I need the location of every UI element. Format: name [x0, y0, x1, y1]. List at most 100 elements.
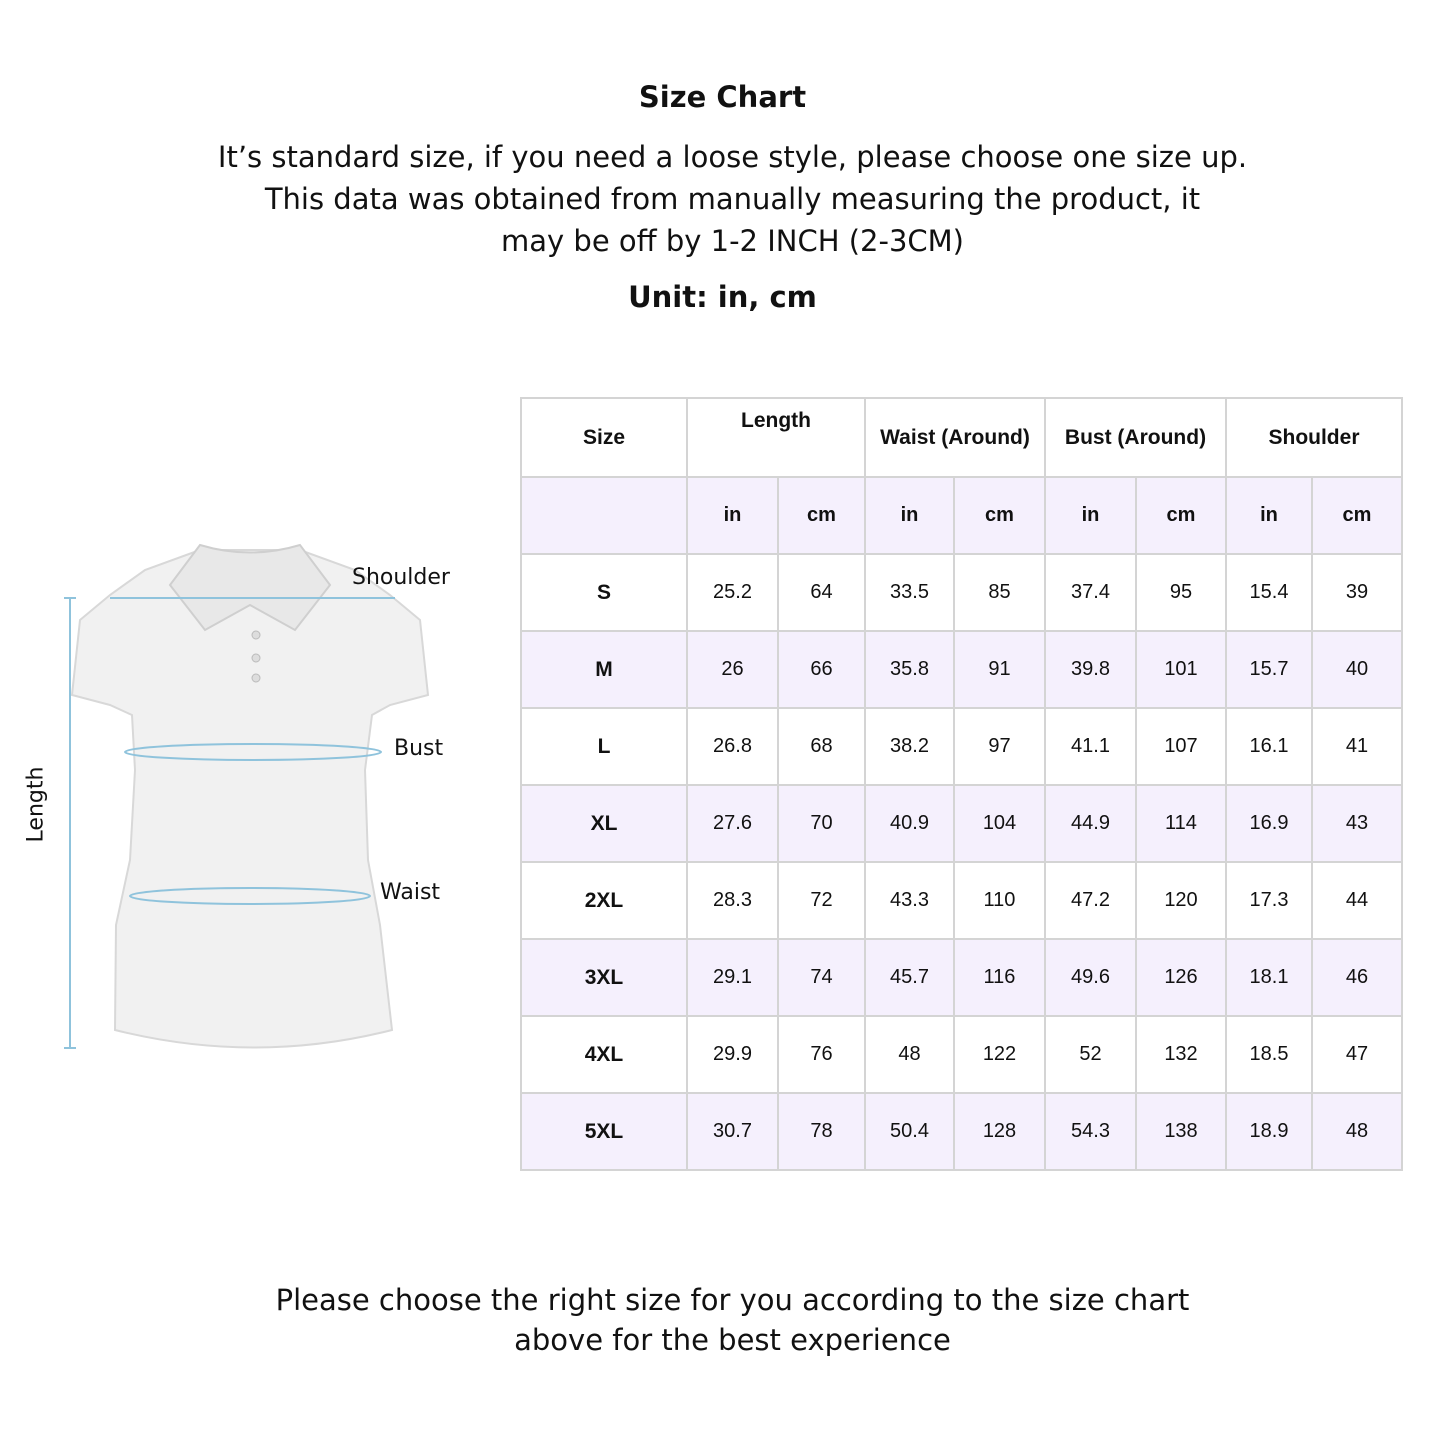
value-cell: 122 [953, 1015, 1046, 1094]
size-cell: 2XL [520, 861, 688, 940]
value-cell: 41.1 [1044, 707, 1137, 786]
value-cell: 70 [777, 784, 866, 863]
value-cell: 26.8 [686, 707, 779, 786]
footer-note: Please choose the right size for you acc… [240, 1280, 1225, 1360]
value-cell: 41 [1311, 707, 1403, 786]
value-cell: 45.7 [864, 938, 955, 1017]
page-title: Size Chart [638, 80, 807, 114]
value-cell: 104 [953, 784, 1046, 863]
unit-cell: cm [953, 476, 1046, 555]
polo-shirt-diagram [64, 543, 430, 1049]
footer-line: Please choose the right size for you acc… [275, 1283, 1190, 1317]
unit-label: Unit: in, cm [628, 280, 817, 314]
value-cell: 47.2 [1044, 861, 1137, 940]
unit-cell: in [1044, 476, 1137, 555]
value-cell: 91 [953, 630, 1046, 709]
value-cell: 64 [777, 553, 866, 632]
size-cell: L [520, 707, 688, 786]
value-cell: 30.7 [686, 1092, 779, 1171]
value-cell: 44.9 [1044, 784, 1137, 863]
header-bust: Bust (Around) [1044, 397, 1227, 478]
value-cell: 27.6 [686, 784, 779, 863]
value-cell: 40 [1311, 630, 1403, 709]
value-cell: 33.5 [864, 553, 955, 632]
value-cell: 35.8 [864, 630, 955, 709]
value-cell: 28.3 [686, 861, 779, 940]
shoulder-label: Shoulder [352, 565, 450, 590]
table-row: M 26 66 35.8 91 39.8 101 15.7 40 [520, 630, 1403, 709]
value-cell: 15.4 [1225, 553, 1313, 632]
description: It’s standard size, if you need a loose … [190, 136, 1275, 262]
shirt-collar [168, 543, 332, 632]
value-cell: 54.3 [1044, 1092, 1137, 1171]
value-cell: 15.7 [1225, 630, 1313, 709]
header-waist: Waist (Around) [864, 397, 1046, 478]
value-cell: 95 [1135, 553, 1227, 632]
header-shoulder: Shoulder [1225, 397, 1403, 478]
value-cell: 16.9 [1225, 784, 1313, 863]
length-label: Length [23, 766, 49, 843]
value-cell: 126 [1135, 938, 1227, 1017]
size-cell: 3XL [520, 938, 688, 1017]
value-cell: 101 [1135, 630, 1227, 709]
value-cell: 18.1 [1225, 938, 1313, 1017]
header-row: Size Length Waist (Around) Bust (Around)… [520, 397, 1403, 478]
value-cell: 39.8 [1044, 630, 1137, 709]
description-line: may be off by 1-2 INCH (2-3CM) [501, 224, 964, 258]
value-cell: 116 [953, 938, 1046, 1017]
value-cell: 107 [1135, 707, 1227, 786]
waist-line [129, 887, 371, 905]
unit-cell: cm [1311, 476, 1403, 555]
value-cell: 76 [777, 1015, 866, 1094]
value-cell: 49.6 [1044, 938, 1137, 1017]
unit-cell: in [1225, 476, 1313, 555]
value-cell: 50.4 [864, 1092, 955, 1171]
table-row: XL 27.6 70 40.9 104 44.9 114 16.9 43 [520, 784, 1403, 863]
value-cell: 16.1 [1225, 707, 1313, 786]
value-cell: 132 [1135, 1015, 1227, 1094]
value-cell: 47 [1311, 1015, 1403, 1094]
value-cell: 43 [1311, 784, 1403, 863]
value-cell: 44 [1311, 861, 1403, 940]
size-table: Size Length Waist (Around) Bust (Around)… [520, 397, 1403, 1171]
value-cell: 40.9 [864, 784, 955, 863]
value-cell: 29.1 [686, 938, 779, 1017]
size-cell: 5XL [520, 1092, 688, 1171]
size-cell: M [520, 630, 688, 709]
size-cell: XL [520, 784, 688, 863]
value-cell: 46 [1311, 938, 1403, 1017]
waist-label: Waist [380, 880, 441, 905]
value-cell: 120 [1135, 861, 1227, 940]
header-size: Size [520, 397, 688, 478]
value-cell: 48 [864, 1015, 955, 1094]
shirt-body [70, 549, 430, 1049]
value-cell: 48 [1311, 1092, 1403, 1171]
value-cell: 72 [777, 861, 866, 940]
value-cell: 43.3 [864, 861, 955, 940]
value-cell: 114 [1135, 784, 1227, 863]
value-cell: 26 [686, 630, 779, 709]
value-cell: 97 [953, 707, 1046, 786]
unit-cell: in [864, 476, 955, 555]
value-cell: 39 [1311, 553, 1403, 632]
unit-cell: cm [1135, 476, 1227, 555]
value-cell: 38.2 [864, 707, 955, 786]
table-row: L 26.8 68 38.2 97 41.1 107 16.1 41 [520, 707, 1403, 786]
header-length: Length [686, 397, 866, 478]
description-line: This data was obtained from manually mea… [264, 182, 1201, 216]
footer-line: above for the best experience [514, 1323, 951, 1357]
unit-cell: cm [777, 476, 866, 555]
units-row: in cm in cm in cm in cm [520, 476, 1403, 555]
value-cell: 25.2 [686, 553, 779, 632]
table-row: 2XL 28.3 72 43.3 110 47.2 120 17.3 44 [520, 861, 1403, 940]
description-line: It’s standard size, if you need a loose … [217, 140, 1248, 174]
table-row: 4XL 29.9 76 48 122 52 132 18.5 47 [520, 1015, 1403, 1094]
table-row: 5XL 30.7 78 50.4 128 54.3 138 18.9 48 [520, 1092, 1403, 1171]
value-cell: 74 [777, 938, 866, 1017]
value-cell: 110 [953, 861, 1046, 940]
value-cell: 68 [777, 707, 866, 786]
value-cell: 138 [1135, 1092, 1227, 1171]
value-cell: 52 [1044, 1015, 1137, 1094]
value-cell: 18.9 [1225, 1092, 1313, 1171]
value-cell: 128 [953, 1092, 1046, 1171]
